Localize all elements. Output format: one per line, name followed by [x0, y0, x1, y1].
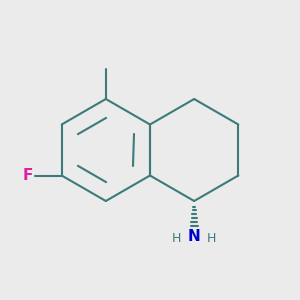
Text: H: H [207, 232, 216, 245]
Text: N: N [188, 229, 200, 244]
Text: F: F [22, 168, 33, 183]
Text: H: H [172, 232, 182, 245]
